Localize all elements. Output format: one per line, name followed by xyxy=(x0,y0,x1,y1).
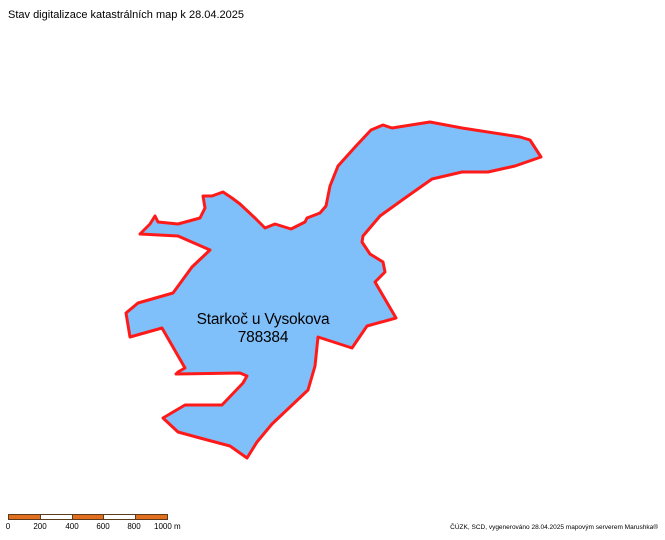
cadastral-area-polygon[interactable] xyxy=(124,120,543,460)
parcel-code: 788384 xyxy=(237,329,289,346)
parcel-label: Starkoč u Vysokova 788384 xyxy=(188,311,338,347)
scale-bar-tick-label: 1000 m xyxy=(154,522,181,531)
scale-bar-tick-label: 800 xyxy=(127,522,141,531)
scale-bar-tick-label: 600 xyxy=(96,522,110,531)
scale-bar-segment xyxy=(72,515,105,519)
parcel-name: Starkoč u Vysokova xyxy=(196,311,330,328)
map-credits: ČÚZK, SCD, vygenerováno 28.04.2025 mapov… xyxy=(450,524,658,531)
scale-bar-tick-label: 400 xyxy=(65,522,79,531)
scale-bar-tick-label: 0 xyxy=(5,522,11,531)
scale-bar-segment xyxy=(9,515,41,519)
scale-bar xyxy=(8,514,168,520)
scale-bar-labels: 0 200 400 600 800 1000 m xyxy=(0,522,200,534)
scale-bar-segment xyxy=(136,515,167,519)
scale-bar-segment xyxy=(104,515,137,519)
scale-bar-segment xyxy=(40,515,73,519)
map-title: Stav digitalizace katastrálních map k 28… xyxy=(8,9,245,21)
scale-bar-tick-label: 200 xyxy=(33,522,47,531)
